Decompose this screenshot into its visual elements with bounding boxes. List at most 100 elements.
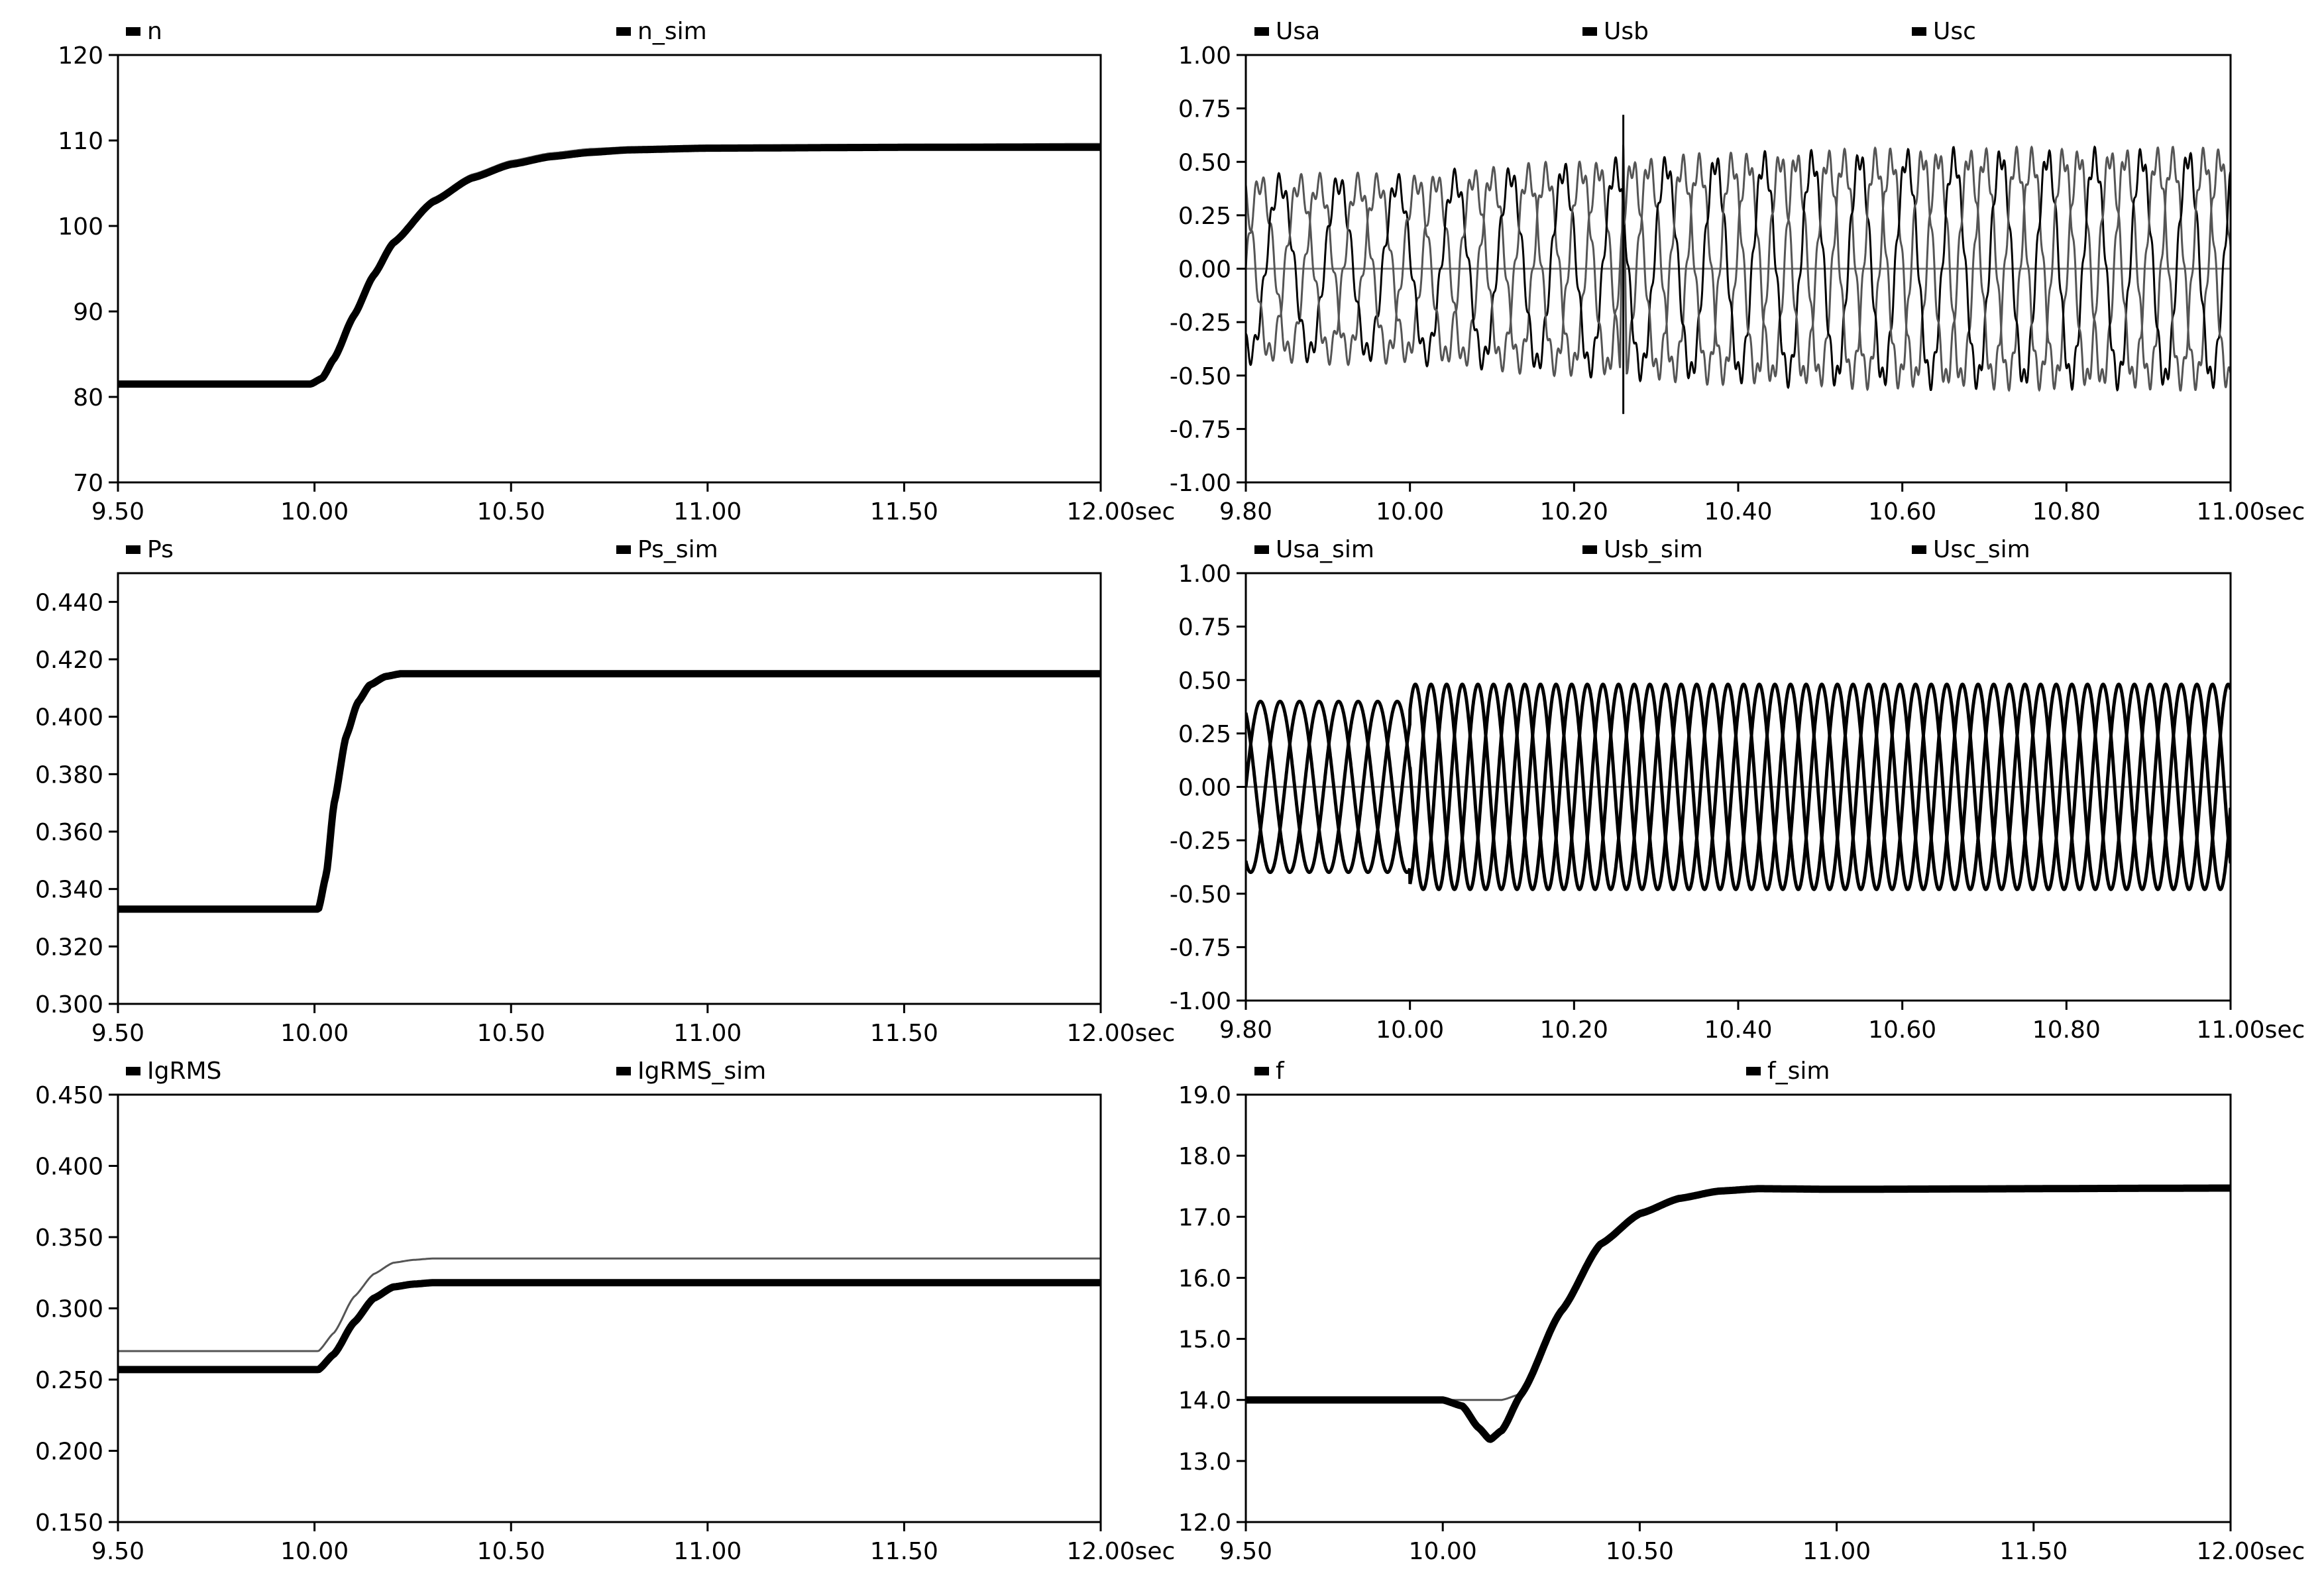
x-tick-label: 9.50 bbox=[1219, 1538, 1272, 1565]
plot-frame bbox=[117, 54, 1102, 484]
series-line-n bbox=[118, 143, 1101, 388]
legend-item: f_sim bbox=[1746, 1058, 1830, 1085]
x-tick-label: 10.80 bbox=[2032, 1016, 2101, 1044]
legend-label: IgRMS_sim bbox=[637, 1058, 766, 1085]
x-tick-label: 10.40 bbox=[1704, 1016, 1772, 1044]
y-tick-label: 0.50 bbox=[1178, 149, 1231, 176]
plot-area bbox=[1246, 683, 2231, 891]
y-tick-label: 1.00 bbox=[1178, 561, 1231, 588]
y-tick-label: -0.25 bbox=[1170, 309, 1231, 337]
x-tick-label: 10.50 bbox=[477, 498, 545, 525]
legend-item: Usa bbox=[1254, 18, 1320, 45]
x-tick-label: 9.50 bbox=[91, 1020, 144, 1047]
y-tick-label: 14.0 bbox=[1178, 1388, 1231, 1415]
legend-swatch bbox=[126, 1067, 140, 1075]
y-tick-label: 100 bbox=[58, 213, 103, 241]
x-tick-label: 11.00 bbox=[2196, 1016, 2264, 1044]
series-line-f bbox=[1246, 1184, 2231, 1443]
y-tick-label: 13.0 bbox=[1178, 1448, 1231, 1476]
y-tick-label: 0.450 bbox=[35, 1082, 103, 1109]
y-tick-label: 0.25 bbox=[1178, 203, 1231, 230]
x-tick-label: 9.50 bbox=[91, 1538, 144, 1565]
series-line-f_sim bbox=[1246, 1186, 2231, 1401]
panel-f: 12.0 13.0 14.0 15.0 16.0 17.0 18.0 19.0 9.50 10.0… bbox=[1178, 1058, 2305, 1565]
series-line-n_sim bbox=[118, 142, 1101, 386]
y-tick-label: -1.00 bbox=[1170, 470, 1231, 497]
legend-label: IgRMS bbox=[147, 1058, 221, 1085]
series-line-Usa_sim bbox=[1246, 683, 2231, 891]
legend-label: Ps_sim bbox=[637, 536, 718, 563]
series-line-Usb_sim bbox=[1246, 683, 2231, 891]
y-tick-label: -1.00 bbox=[1170, 988, 1231, 1015]
series-line-Ps bbox=[118, 670, 1101, 913]
legend-label: Usb_sim bbox=[1604, 536, 1703, 563]
y-tick-label: -0.50 bbox=[1170, 881, 1231, 908]
legend-swatch bbox=[616, 27, 631, 36]
legend-swatch bbox=[1254, 1067, 1269, 1075]
y-tick-label: 0.200 bbox=[35, 1439, 103, 1466]
plot-area bbox=[1246, 115, 2231, 414]
legend-label: Usa bbox=[1276, 18, 1320, 45]
y-tick-label: 15.0 bbox=[1178, 1327, 1231, 1354]
x-tick-label: 10.80 bbox=[2032, 498, 2101, 525]
y-tick-label: 0.360 bbox=[35, 819, 103, 846]
y-tick-label: 0.380 bbox=[35, 761, 103, 789]
legend-swatch bbox=[616, 545, 631, 554]
x-unit-label: sec bbox=[2265, 1538, 2305, 1565]
x-unit-label: sec bbox=[2265, 1016, 2305, 1044]
y-tick-label: 0.300 bbox=[35, 991, 103, 1018]
x-tick-label: 9.80 bbox=[1219, 498, 1272, 525]
x-tick-label: 10.00 bbox=[280, 498, 349, 525]
legend-label: Ps bbox=[147, 536, 174, 563]
legend-item: n_sim bbox=[616, 18, 707, 45]
y-tick-label: 17.0 bbox=[1178, 1204, 1231, 1231]
legend-swatch bbox=[1582, 545, 1597, 554]
legend-swatch bbox=[126, 27, 140, 36]
legend-item: Usb_sim bbox=[1582, 536, 1703, 563]
x-unit-label: sec bbox=[1135, 1538, 1176, 1565]
x-tick-label: 11.50 bbox=[870, 1020, 938, 1047]
series-line-IgRMS bbox=[118, 1279, 1101, 1374]
legend-swatch bbox=[1912, 27, 1926, 36]
y-tick-label: 0.350 bbox=[35, 1225, 103, 1252]
plot-area bbox=[118, 1257, 1101, 1374]
x-tick-label: 10.60 bbox=[1868, 1016, 1936, 1044]
y-tick-label: 0.75 bbox=[1178, 96, 1231, 123]
legend-label: Usc bbox=[1933, 18, 1976, 45]
y-tick-label: 80 bbox=[73, 384, 103, 411]
panel-ps: 0.300 0.320 0.340 0.360 0.380 0.400 0.420 0.440… bbox=[35, 536, 1175, 1047]
series-line-Ps_sim bbox=[118, 673, 1101, 910]
y-tick-label: 0.300 bbox=[35, 1296, 103, 1323]
x-tick-label: 11.00 bbox=[673, 1020, 742, 1047]
legend-swatch bbox=[1582, 27, 1597, 36]
y-tick-label: 0.340 bbox=[35, 877, 103, 904]
x-tick-label: 11.00 bbox=[673, 498, 742, 525]
series-line-Usc_sim bbox=[1246, 683, 2231, 891]
y-tick-label: 0.400 bbox=[35, 1154, 103, 1181]
plot-area bbox=[118, 670, 1101, 913]
x-tick-label: 10.20 bbox=[1540, 498, 1608, 525]
x-tick-label: 10.20 bbox=[1540, 1016, 1608, 1044]
series-line-Usc bbox=[1246, 145, 2231, 392]
y-tick-label: 90 bbox=[73, 299, 103, 326]
legend-item: IgRMS_sim bbox=[616, 1058, 766, 1085]
legend-label: Usc_sim bbox=[1933, 536, 2030, 563]
legend-label: f bbox=[1276, 1058, 1285, 1085]
panel-n: 70 80 90 100 110 120 9.50 10.00 10.50 11.00 11.50 1… bbox=[58, 18, 1175, 525]
y-tick-label: 0.440 bbox=[35, 589, 103, 616]
x-tick-label: 10.00 bbox=[1376, 1016, 1444, 1044]
y-tick-label: 110 bbox=[58, 128, 103, 155]
x-tick-label: 12.00 bbox=[1066, 498, 1134, 525]
series-line-Usb bbox=[1246, 145, 2231, 392]
legend-item: f bbox=[1254, 1058, 1285, 1085]
x-tick-label: 11.50 bbox=[870, 1538, 938, 1565]
legend-label: n_sim bbox=[637, 18, 707, 45]
y-tick-label: 0.150 bbox=[35, 1509, 103, 1537]
x-tick-label: 10.60 bbox=[1868, 498, 1936, 525]
legend-swatch bbox=[1746, 1067, 1761, 1075]
panel-igrms: 0.150 0.200 0.250 0.300 0.350 0.400 0.450 9.50 1… bbox=[35, 1058, 1175, 1565]
y-tick-label: 16.0 bbox=[1178, 1265, 1231, 1292]
legend-item: Usc_sim bbox=[1912, 536, 2030, 563]
legend-label: Usa_sim bbox=[1276, 536, 1374, 563]
y-tick-label: 0.00 bbox=[1178, 256, 1231, 284]
